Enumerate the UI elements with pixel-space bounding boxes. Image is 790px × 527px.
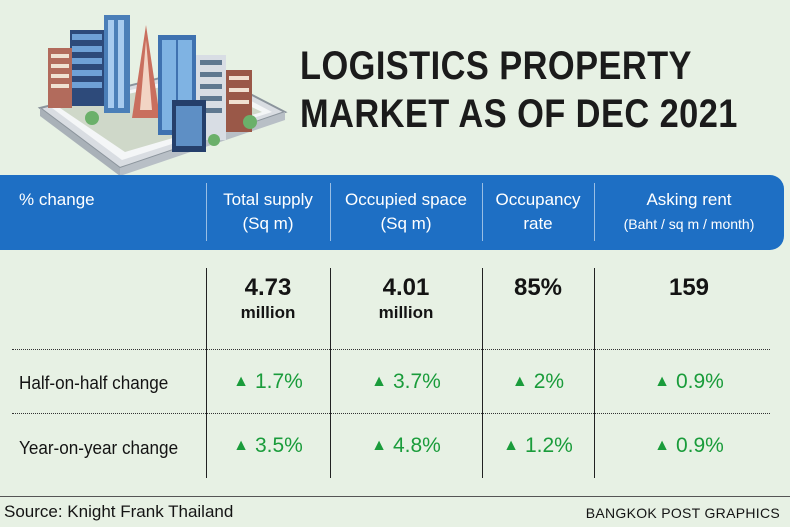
up-arrow-icon: ▲	[511, 373, 528, 390]
header-asking-rent: Asking rent (Baht / sq m / month)	[623, 190, 755, 232]
column-divider	[330, 268, 331, 478]
table-cell-change: ▲ 4.8%	[371, 434, 441, 457]
table-cell-change: ▲ 2%	[511, 370, 565, 393]
table-cell-change: ▲ 1.7%	[233, 370, 303, 393]
header-divider	[330, 183, 331, 241]
header-divider	[594, 183, 595, 241]
occupancy-rate-value: 85%	[513, 274, 563, 301]
title-line-2: MARKET AS OF DEC 2021	[300, 92, 738, 136]
up-arrow-icon: ▲	[233, 373, 249, 390]
footer-rule	[0, 496, 790, 497]
total-supply-value: 4.73 million	[240, 274, 296, 322]
page-title: LOGISTICS PROPERTY MARKET AS OF DEC 2021	[300, 42, 738, 138]
up-arrow-icon: ▲	[233, 437, 249, 454]
column-divider	[594, 268, 595, 478]
up-arrow-icon: ▲	[503, 437, 519, 454]
header-occupancy-rate: Occupancy rate	[495, 190, 581, 233]
table-cell-change: ▲ 3.7%	[371, 370, 441, 393]
table-cell-change: ▲ 0.9%	[654, 370, 724, 393]
asking-rent-value: 159	[668, 274, 710, 301]
up-arrow-icon: ▲	[654, 437, 670, 454]
header-occupied-space: Occupied space (Sq m)	[345, 190, 467, 233]
graphics-credit: BANGKOK POST GRAPHICS	[585, 505, 780, 521]
city-buildings-on-phone-illustration	[37, 15, 288, 176]
row-label-year-on-year: Year-on-year change	[19, 438, 179, 458]
source-credit: Source: Knight Frank Thailand	[4, 502, 234, 521]
row-divider	[12, 349, 770, 350]
table-cell-change: ▲ 3.5%	[233, 434, 303, 457]
table-cell-change: ▲ 0.9%	[654, 434, 724, 457]
occupied-space-value: 4.01 million	[378, 274, 434, 322]
up-arrow-icon: ▲	[371, 373, 387, 390]
up-arrow-icon: ▲	[654, 373, 670, 390]
header-total-supply: Total supply (Sq m)	[223, 190, 313, 233]
row-divider	[12, 413, 770, 414]
table-cell-change: ▲ 1.2%	[503, 434, 573, 457]
up-arrow-icon: ▲	[371, 437, 387, 454]
header-percent-change: % change	[19, 190, 95, 209]
column-divider	[482, 268, 483, 478]
header-divider	[206, 183, 207, 241]
header-divider	[482, 183, 483, 241]
table-header-band	[0, 175, 784, 250]
row-label-half-on-half: Half-on-half change	[19, 373, 169, 393]
title-line-1: LOGISTICS PROPERTY	[300, 44, 692, 88]
column-divider	[206, 268, 207, 478]
